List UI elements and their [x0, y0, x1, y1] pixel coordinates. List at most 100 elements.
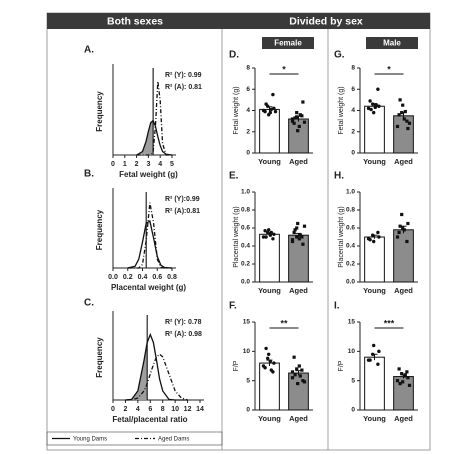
y-tick-label: 10: [243, 348, 251, 355]
data-point: [398, 98, 402, 102]
data-point: [295, 115, 299, 119]
legend-label: Young Dams: [73, 437, 107, 443]
y-tick-label: 8: [351, 65, 355, 72]
x-tick-label: Aged: [394, 414, 413, 423]
y-tick-label: 0.6: [346, 225, 355, 232]
significance-label: **: [280, 318, 288, 328]
data-point: [400, 372, 404, 376]
y-tick-label: 10: [348, 348, 356, 355]
annotation: R² (A): 0.98: [165, 331, 202, 338]
data-point: [397, 230, 401, 235]
y-axis-label: Frequency: [95, 209, 104, 250]
data-point: [405, 239, 409, 244]
data-point: [296, 221, 300, 226]
curve: [136, 81, 172, 156]
data-point: [368, 238, 372, 242]
data-point: [290, 370, 295, 374]
y-tick-label: 0.8: [241, 207, 250, 214]
annotation: R² (Y): 0.99: [165, 72, 202, 79]
y-tick-label: 0.0: [346, 279, 355, 286]
data-point: [293, 373, 297, 377]
data-point: [267, 352, 271, 356]
x-tick-label: 6: [148, 406, 152, 413]
x-tick-label: 0: [111, 406, 115, 413]
data-point: [298, 113, 302, 117]
data-point: [302, 120, 307, 124]
data-point: [376, 87, 380, 91]
data-point: [377, 104, 381, 108]
data-point: [296, 129, 300, 133]
data-point: [290, 117, 295, 121]
x-tick-label: Young: [258, 414, 281, 423]
y-tick-label: 15: [348, 319, 356, 326]
data-point: [290, 239, 295, 244]
bar: [259, 233, 280, 283]
x-tick-label: Aged: [394, 157, 413, 166]
y-tick-label: 1.0: [346, 189, 355, 196]
data-point: [371, 102, 375, 106]
data-point: [395, 124, 400, 129]
significance-label: ***: [384, 318, 395, 328]
data-point: [269, 230, 273, 235]
x-tick-label: 8: [161, 406, 165, 413]
data-point: [290, 376, 295, 380]
data-point: [368, 99, 372, 103]
x-tick-label: 2: [123, 406, 127, 413]
data-point: [398, 224, 402, 228]
y-axis-label: F/P: [233, 360, 240, 371]
x-tick-label: Young: [258, 286, 281, 295]
y-tick-label: 6: [351, 86, 355, 93]
y-tick-label: 0.6: [241, 225, 250, 232]
data-point: [272, 106, 276, 111]
x-tick-label: Young: [363, 414, 386, 423]
bar: [393, 115, 414, 154]
header-left: Both sexes: [107, 15, 163, 27]
data-point: [271, 237, 275, 241]
y-tick-label: 0.0: [241, 279, 250, 286]
data-point: [403, 373, 407, 377]
panel-label: H.: [334, 171, 344, 182]
data-point: [400, 111, 404, 115]
data-point: [366, 106, 371, 111]
x-tick-label: Young: [363, 157, 386, 166]
data-point: [402, 117, 406, 121]
data-point: [272, 232, 276, 236]
data-point: [300, 235, 304, 239]
y-tick-label: 5: [246, 377, 250, 384]
data-point: [302, 380, 307, 384]
x-tick-label: 0.4: [138, 274, 148, 281]
data-point: [301, 242, 305, 246]
data-point: [269, 368, 273, 372]
y-tick-label: 2: [351, 128, 355, 135]
data-point: [376, 230, 380, 235]
data-point: [271, 92, 275, 97]
data-point: [298, 233, 302, 237]
y-axis-label: Fetal weight (g): [233, 86, 240, 134]
data-point: [267, 228, 271, 232]
data-point: [407, 121, 412, 125]
data-point: [298, 374, 302, 378]
data-point: [293, 228, 297, 232]
x-tick-label: 14: [196, 406, 204, 413]
x-tick-label: 0.2: [123, 274, 133, 281]
data-point: [406, 376, 410, 380]
data-point: [395, 379, 400, 383]
curve: [127, 202, 172, 269]
data-point: [397, 367, 401, 371]
data-point: [397, 113, 401, 117]
x-axis-label: Fetal weight (g): [119, 170, 178, 179]
x-tick-label: Young: [363, 286, 386, 295]
data-point: [400, 212, 404, 217]
x-tick-label: 0.0: [108, 274, 118, 281]
data-point: [292, 230, 296, 235]
data-point: [273, 109, 278, 114]
y-tick-label: 6: [246, 86, 250, 93]
data-point: [369, 107, 373, 112]
data-point: [264, 102, 268, 106]
annotation: R² (Y): 0.78: [165, 319, 202, 326]
y-tick-label: 8: [246, 65, 250, 72]
y-tick-label: 5: [351, 377, 355, 384]
annotation: R² (A):0.81: [165, 208, 200, 215]
legend-label: Aged Dams: [158, 437, 189, 443]
x-tick-label: 0: [111, 161, 115, 168]
